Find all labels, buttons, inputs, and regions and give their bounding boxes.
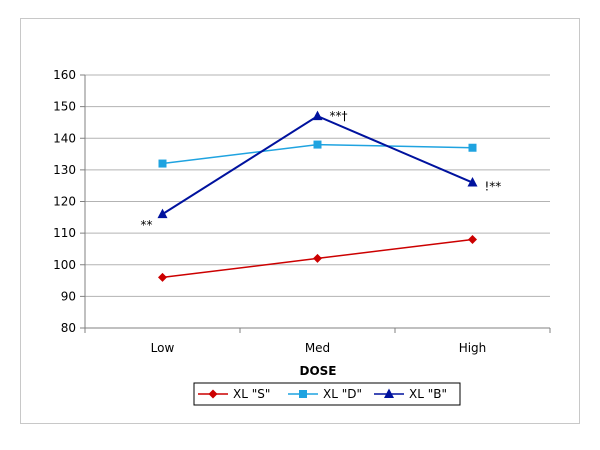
x-axis-title: DOSE <box>299 364 336 378</box>
legend-swatch-marker <box>384 388 394 398</box>
data-point <box>158 272 167 282</box>
legend-label: XL "S" <box>233 387 270 401</box>
x-tick-label: High <box>459 341 487 355</box>
series <box>158 234 477 282</box>
legend-entry: XL "B" <box>374 387 447 401</box>
data-point <box>158 159 167 168</box>
legend-swatch-marker <box>299 390 307 398</box>
y-tick-label: 110 <box>53 226 76 240</box>
annotation-label: !** <box>485 180 502 194</box>
legend-swatch-marker <box>208 389 218 399</box>
chart-frame <box>20 18 580 424</box>
series-line <box>161 114 473 215</box>
gridlines <box>85 74 550 297</box>
series-lines <box>157 110 478 282</box>
axes: 80 90 100 110 120 130 140 150 160 Low Med High <box>53 68 551 355</box>
data-point <box>468 234 477 244</box>
x-tick-label: Low <box>151 341 175 355</box>
data-point <box>467 177 478 187</box>
y-tick-label: 160 <box>53 68 76 82</box>
legend-entry: XL "D" <box>288 387 362 401</box>
y-tick-label: 120 <box>53 195 76 209</box>
annotation-label: ** <box>141 218 153 232</box>
data-point <box>312 110 323 121</box>
y-tick-label: 150 <box>53 100 76 114</box>
annotations: ** **† !** <box>141 109 502 232</box>
series <box>158 140 477 168</box>
legend-box <box>193 382 461 406</box>
y-tick-label: 140 <box>53 131 76 145</box>
legend-label: XL "D" <box>323 387 362 401</box>
y-tick-label: 80 <box>61 321 76 335</box>
annotation-label: **† <box>330 109 348 123</box>
legend-label: XL "B" <box>409 387 447 401</box>
x-tick-label: Med <box>305 341 330 355</box>
data-point <box>313 140 322 149</box>
series <box>157 110 478 219</box>
data-point <box>468 143 477 152</box>
data-point <box>157 208 168 219</box>
y-tick-label: 130 <box>53 163 76 177</box>
legend-entry: XL "S" <box>198 387 270 401</box>
data-point <box>313 253 322 263</box>
legend: XL "S" XL "D" XL "B" <box>193 382 461 406</box>
y-tick-label: 100 <box>53 258 76 272</box>
y-tick-label: 90 <box>61 289 76 303</box>
